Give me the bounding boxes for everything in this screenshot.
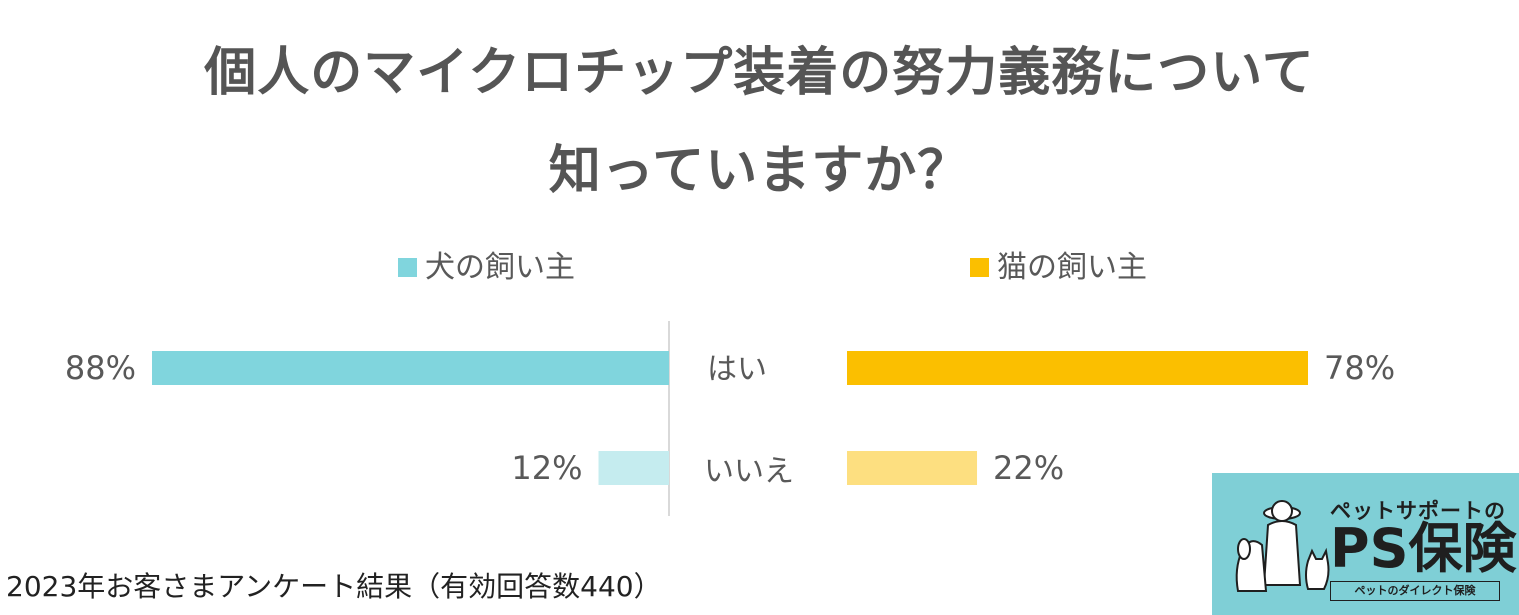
category-label-no: いいえ — [704, 454, 794, 489]
chart-title-line1: 個人のマイクロチップ装着の努力義務について — [204, 43, 1315, 103]
legend-label-dog: 犬の飼い主 — [425, 250, 575, 285]
data-label-cat-no: 22% — [993, 449, 1064, 487]
data-label-dog-yes: 88% — [65, 349, 136, 387]
logo-subtitle: ペットサポートの — [1330, 499, 1506, 523]
pet-owner-with-dog-and-cat-icon — [1235, 500, 1330, 592]
logo-tagline: ペットのダイレクト保険 — [1330, 581, 1500, 601]
legend-label-cat: 猫の飼い主 — [997, 250, 1147, 285]
legend-item-dog: 犬の飼い主 — [398, 242, 575, 286]
data-label-dog-no: 12% — [511, 449, 582, 487]
category-label-yes: はい — [707, 352, 767, 387]
legend-swatch-dog — [398, 257, 417, 277]
bar-dog-no — [598, 451, 669, 485]
legend-item-cat: 猫の飼い主 — [970, 242, 1147, 286]
logo-name: PS保険 — [1330, 517, 1517, 580]
bar-dog-yes — [152, 351, 669, 385]
data-label-cat-yes: 78% — [1324, 349, 1395, 387]
legend-swatch-cat — [970, 257, 989, 277]
chart-title-line2: 知っていますか？ — [548, 141, 971, 201]
bar-cat-no — [847, 451, 978, 485]
survey-footnote: 2023年お客さまアンケート結果（有効回答数440） — [6, 570, 662, 603]
ps-hoken-logo: ペットサポートの PS保険 ペットのダイレクト保険 — [1212, 473, 1519, 615]
bar-cat-yes — [847, 351, 1308, 385]
